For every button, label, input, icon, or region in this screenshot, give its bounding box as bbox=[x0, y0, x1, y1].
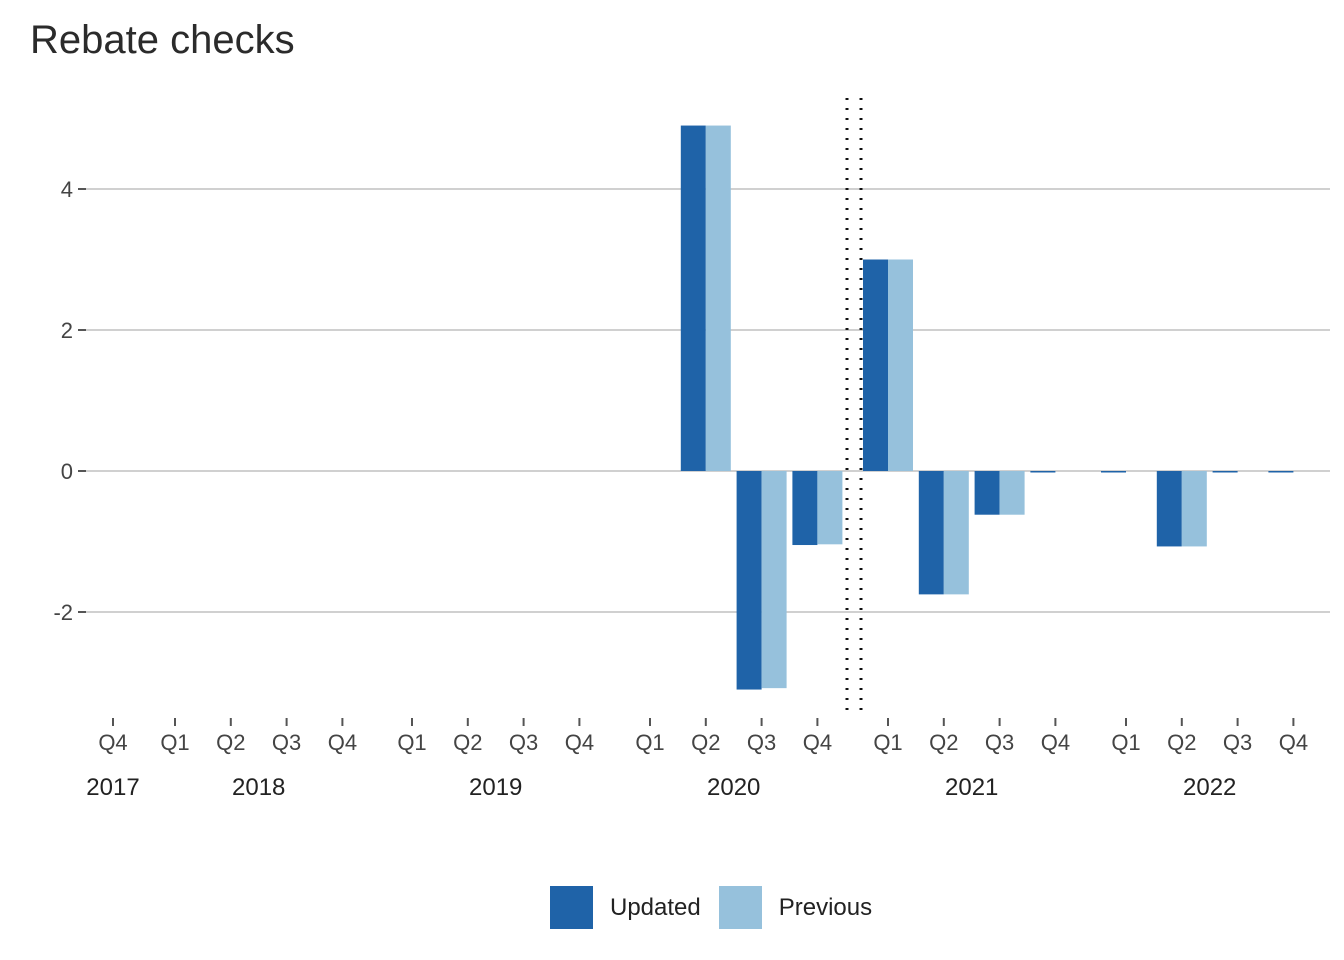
year-label-2018: 2018 bbox=[232, 774, 285, 801]
bar-updated-2020-q4 bbox=[792, 471, 818, 546]
legend-label-previous: Previous bbox=[778, 893, 873, 921]
x-tick-label: Q3 bbox=[509, 730, 538, 755]
bar-previous-2021-q2 bbox=[943, 471, 969, 595]
bar-previous-2022-q2 bbox=[1181, 471, 1207, 547]
bar-updated-2022-q4 bbox=[1268, 471, 1294, 473]
chart-title: Rebate checks bbox=[30, 18, 295, 62]
year-label-2019: 2019 bbox=[469, 774, 522, 801]
legend-item-previous: Previous bbox=[718, 886, 873, 929]
bar-updated-2021-q4 bbox=[1030, 471, 1056, 473]
x-tick-label: Q2 bbox=[453, 730, 482, 755]
bar-updated-2022-q2 bbox=[1156, 471, 1182, 547]
y-tick-label: -2 bbox=[53, 600, 73, 625]
x-tick-label: Q3 bbox=[747, 730, 776, 755]
x-tick-label: Q4 bbox=[1279, 730, 1308, 755]
x-tick-label: Q1 bbox=[397, 730, 426, 755]
year-label-2021: 2021 bbox=[945, 774, 998, 801]
x-tick-label: Q4 bbox=[1041, 730, 1070, 755]
bar-previous-2021-q1 bbox=[888, 259, 913, 471]
x-tick-label: Q1 bbox=[873, 730, 902, 755]
x-tick-label: Q4 bbox=[565, 730, 594, 755]
bar-previous-2020-q4 bbox=[817, 471, 843, 545]
x-tick-label: Q1 bbox=[160, 730, 189, 755]
x-tick-label: Q1 bbox=[635, 730, 664, 755]
y-tick-label: 2 bbox=[61, 318, 73, 343]
bar-previous-2021-q3 bbox=[999, 471, 1025, 515]
bar-updated-2020-q3 bbox=[736, 471, 762, 690]
bar-updated-2021-q1 bbox=[863, 259, 888, 471]
y-tick-label: 4 bbox=[61, 177, 73, 202]
year-label-2017: 2017 bbox=[86, 774, 139, 801]
x-tick-label: Q1 bbox=[1111, 730, 1140, 755]
x-tick-label: Q3 bbox=[1223, 730, 1252, 755]
x-tick-label: Q2 bbox=[216, 730, 245, 755]
x-tick-label: Q3 bbox=[985, 730, 1014, 755]
bar-updated-2022-q1 bbox=[1101, 471, 1126, 473]
x-tick-label: Q4 bbox=[803, 730, 832, 755]
bar-updated-2021-q2 bbox=[918, 471, 944, 595]
bar-previous-2020-q2 bbox=[705, 125, 731, 472]
bar-updated-2022-q3 bbox=[1212, 471, 1238, 473]
bar-updated-2020-q2 bbox=[680, 125, 706, 472]
bar-updated-2021-q3 bbox=[974, 471, 1000, 515]
x-tick-label: Q2 bbox=[1167, 730, 1196, 755]
year-label-2022: 2022 bbox=[1183, 774, 1236, 801]
x-tick-label: Q4 bbox=[98, 730, 127, 755]
y-tick-label: 0 bbox=[61, 459, 73, 484]
x-tick-label: Q2 bbox=[929, 730, 958, 755]
bar-previous-2020-q3 bbox=[761, 471, 787, 689]
legend-swatch-previous bbox=[718, 886, 762, 929]
x-tick-label: Q3 bbox=[272, 730, 301, 755]
legend-item-updated: Updated bbox=[550, 886, 701, 929]
year-label-2020: 2020 bbox=[707, 774, 760, 801]
x-tick-label: Q2 bbox=[691, 730, 720, 755]
legend-swatch-updated bbox=[550, 886, 593, 929]
legend-label-updated: Updated bbox=[610, 893, 701, 921]
legend: Updated Previous bbox=[550, 886, 890, 929]
x-tick-label: Q4 bbox=[328, 730, 357, 755]
